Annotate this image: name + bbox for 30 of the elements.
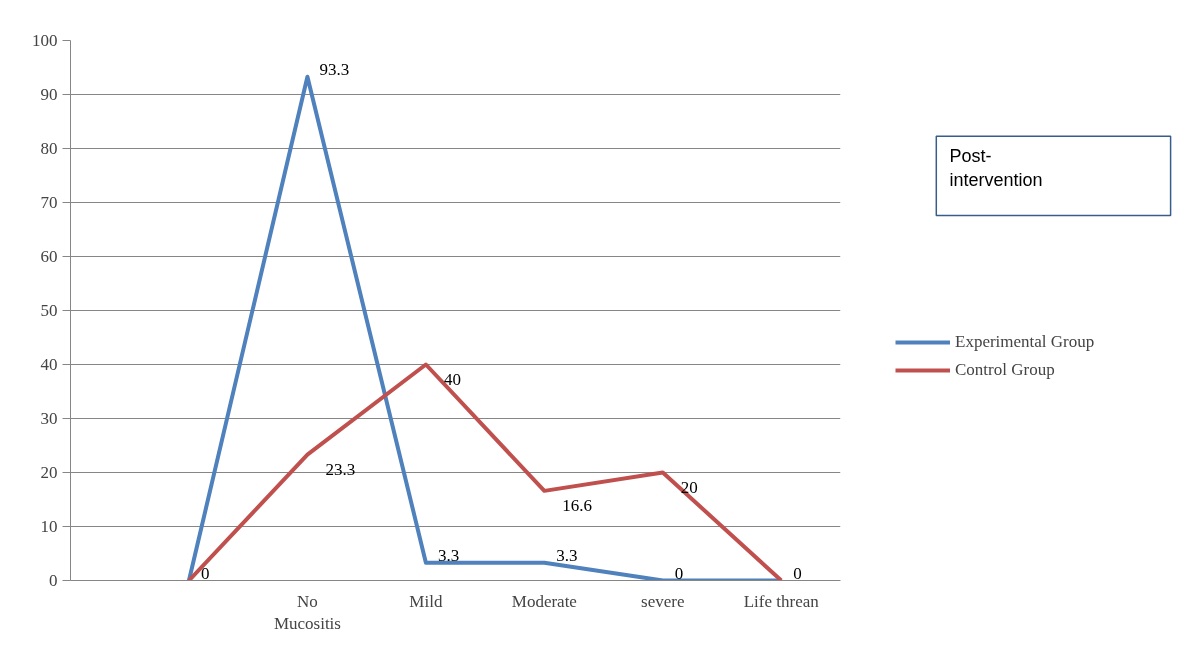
data-label: 93.3 xyxy=(319,59,350,79)
x-tick-label: severe xyxy=(641,591,685,611)
data-label: 40 xyxy=(443,369,461,389)
x-tick-label: Life threan xyxy=(743,591,820,611)
legend-label: Control Group xyxy=(955,360,1055,380)
y-tick-label: 90 xyxy=(40,85,58,104)
y-tick-label: 30 xyxy=(40,409,58,428)
x-tick-label: Moderate xyxy=(511,591,577,611)
data-label: 0 xyxy=(674,563,684,583)
y-tick-label: 70 xyxy=(40,193,58,212)
data-label: 16.6 xyxy=(562,495,593,515)
y-tick-label: 60 xyxy=(40,247,58,266)
data-label: 23.3 xyxy=(325,459,356,479)
y-tick-label: 0 xyxy=(49,571,58,590)
legend-label: Experimental Group xyxy=(955,332,1095,352)
y-tick-label: 20 xyxy=(40,463,58,482)
y-tick-label: 40 xyxy=(40,355,58,374)
x-tick-label: Mild xyxy=(409,591,443,611)
y-tick-label: 50 xyxy=(40,301,58,320)
data-label: 0 xyxy=(793,563,802,583)
data-label: 20 xyxy=(680,477,698,497)
x-tick-label: No Mucositis xyxy=(273,591,341,634)
data-label: 0 xyxy=(200,563,210,583)
data-label: 3.3 xyxy=(556,545,578,565)
data-label: 3.3 xyxy=(437,545,460,565)
y-tick-label: 10 xyxy=(40,517,58,536)
y-tick-label: 100 xyxy=(32,31,58,50)
line-series xyxy=(186,362,784,581)
text: Post- intervention xyxy=(949,146,1043,191)
y-tick-label: 80 xyxy=(40,139,58,158)
